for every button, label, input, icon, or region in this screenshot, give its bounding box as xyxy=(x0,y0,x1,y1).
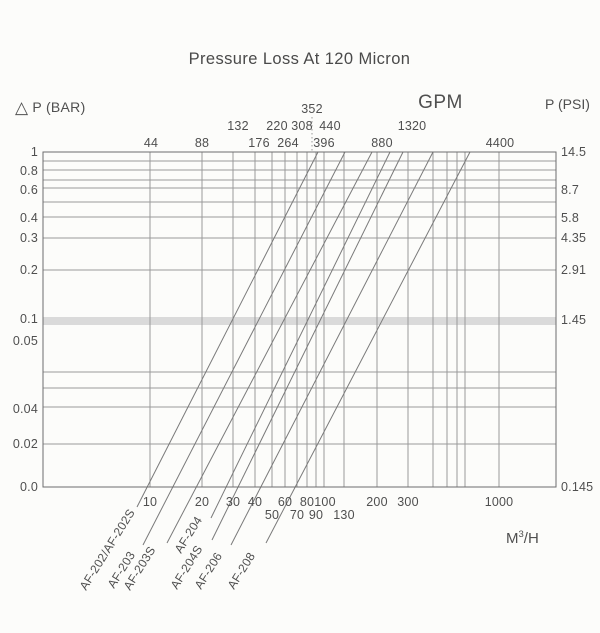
right-axis-title: P (PSI) xyxy=(545,96,590,112)
bottom-tick-90: 90 xyxy=(309,508,323,522)
left-tick-0.4: 0.4 xyxy=(20,211,38,225)
left-tick-0.6: 0.6 xyxy=(20,183,38,197)
bottom-tick-60: 60 xyxy=(278,495,292,509)
right-tick-5.8: 5.8 xyxy=(561,211,579,225)
bottom-tick-10: 10 xyxy=(143,495,157,509)
bottom-tick-100: 100 xyxy=(314,495,335,509)
left-tick-0.02: 0.02 xyxy=(13,437,38,451)
curve-label-AF-208: AF-208 xyxy=(225,550,258,592)
bottom-tick-1000: 1000 xyxy=(485,495,514,509)
bottom-axis-title: M3/H xyxy=(506,529,539,547)
right-tick-8.7: 8.7 xyxy=(561,183,579,197)
left-tick-0.3: 0.3 xyxy=(20,231,38,245)
top-tick-labels: 352 132 220 308 440 1320 44 88 176 264 396 880 4400 xyxy=(144,102,514,150)
top-tick-220: 220 xyxy=(266,119,287,133)
bottom-tick-200: 200 xyxy=(366,495,387,509)
top-tick-1320: 1320 xyxy=(398,119,427,133)
plot-border xyxy=(42,151,557,488)
left-tick-0.05: 0.05 xyxy=(13,334,38,348)
bottom-tick-300: 300 xyxy=(397,495,418,509)
right-tick-14.5: 14.5 xyxy=(561,145,586,159)
horizontal-gridlines xyxy=(43,160,556,445)
top-tick-132: 132 xyxy=(227,119,248,133)
curve-lines xyxy=(136,151,471,546)
left-tick-1: 1 xyxy=(31,145,38,159)
top-tick-352: 352 xyxy=(301,102,322,116)
chart-title: Pressure Loss At 120 Micron xyxy=(188,50,411,68)
highlight-band xyxy=(43,317,556,325)
curve-AF-202/AF-202S xyxy=(136,151,319,508)
curve-AF-204 xyxy=(210,151,391,519)
bottom-tick-80: 80 xyxy=(300,495,314,509)
left-tick-labels: 1 0.8 0.6 0.4 0.3 0.2 0.1 0.05 0.04 0.02 0.0 xyxy=(13,145,38,494)
right-tick-2.91: 2.91 xyxy=(561,263,586,277)
top-tick-4400: 4400 xyxy=(486,136,515,150)
top-tick-396: 396 xyxy=(313,136,334,150)
right-tick-labels: 14.5 8.7 5.8 4.35 2.91 1.45 0.145 xyxy=(561,145,593,494)
left-tick-0.8: 0.8 xyxy=(20,164,38,178)
bottom-tick-50: 50 xyxy=(265,508,279,522)
top-tick-176: 176 xyxy=(248,136,269,150)
left-tick-0.1: 0.1 xyxy=(20,312,38,326)
bottom-tick-70: 70 xyxy=(290,508,304,522)
curve-labels: AF-202/AF-202SAF-203AF-203SAF-204AF-204S… xyxy=(77,506,258,592)
bottom-tick-130: 130 xyxy=(333,508,354,522)
top-tick-308: 308 xyxy=(291,119,312,133)
top-tick-880: 880 xyxy=(371,136,392,150)
left-tick-0.0: 0.0 xyxy=(20,480,38,494)
top-tick-440: 440 xyxy=(319,119,340,133)
curve-AF-204S xyxy=(211,151,404,541)
top-tick-88: 88 xyxy=(195,136,209,150)
left-axis-title: △ P (BAR) xyxy=(15,97,86,117)
right-tick-1.45: 1.45 xyxy=(561,313,586,327)
right-tick-4.35: 4.35 xyxy=(561,231,586,245)
curve-AF-208 xyxy=(265,151,471,544)
top-axis-title: GPM xyxy=(418,92,463,113)
top-tick-264: 264 xyxy=(277,136,298,150)
vertical-gridlines xyxy=(149,152,500,487)
left-tick-0.2: 0.2 xyxy=(20,263,38,277)
curve-AF-206 xyxy=(230,151,434,546)
right-tick-0.145: 0.145 xyxy=(561,480,593,494)
curve-AF-203S xyxy=(166,151,373,544)
bottom-tick-20: 20 xyxy=(195,495,209,509)
top-tick-44: 44 xyxy=(144,136,158,150)
delta-icon: △ xyxy=(15,98,29,117)
left-axis-title-text: P (BAR) xyxy=(32,99,86,115)
bottom-tick-40: 40 xyxy=(248,495,262,509)
bottom-tick-30: 30 xyxy=(226,495,240,509)
curve-AF-203 xyxy=(142,151,346,546)
left-tick-0.04: 0.04 xyxy=(13,402,38,416)
